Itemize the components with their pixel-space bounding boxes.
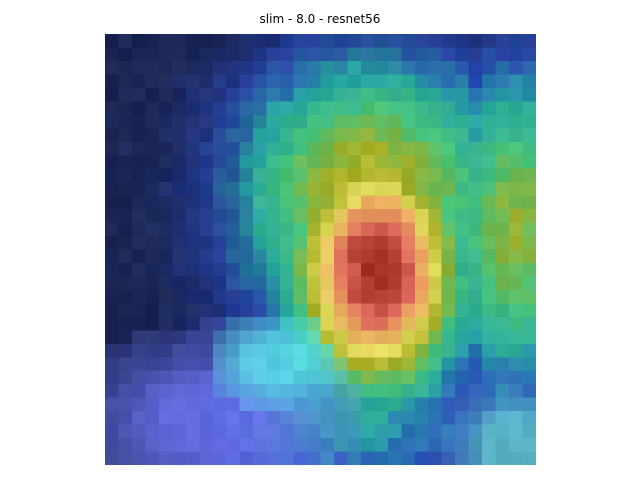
heatmap-image [105,34,536,465]
figure-title: slim - 8.0 - resnet56 [259,12,381,26]
